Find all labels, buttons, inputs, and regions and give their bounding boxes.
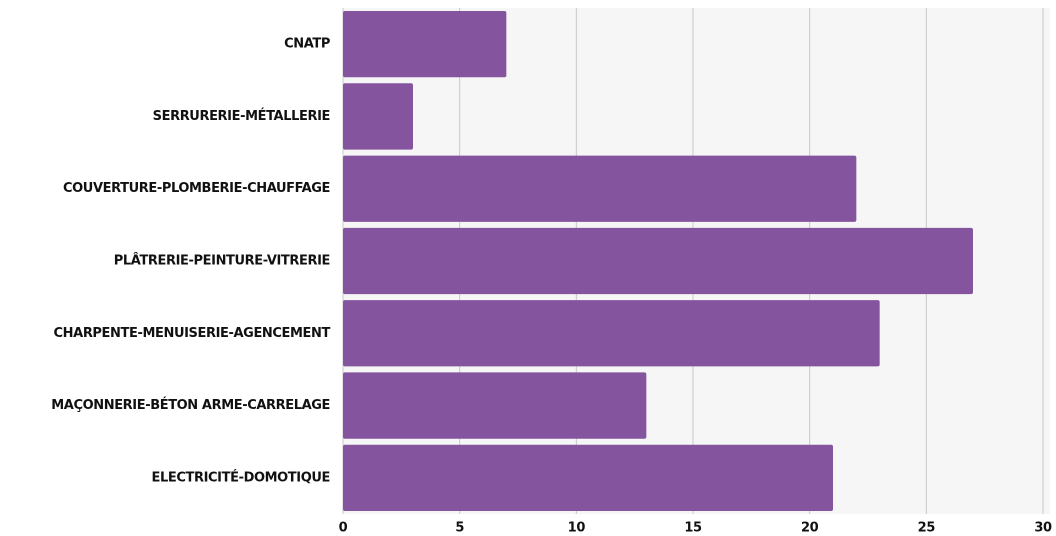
bar bbox=[343, 300, 880, 367]
y-tick-label: SERRURERIE-MÉTALLERIE bbox=[153, 108, 330, 124]
bar bbox=[343, 227, 973, 295]
x-tick-label: 5 bbox=[455, 521, 464, 536]
y-tick-label: CNATP bbox=[284, 37, 330, 52]
bar bbox=[343, 83, 413, 150]
y-tick-label: COUVERTURE-PLOMBERIE-CHAUFFAGE bbox=[63, 181, 330, 196]
bar bbox=[343, 444, 833, 511]
y-tick-label: ELECTRICITÉ-DOMOTIQUE bbox=[152, 469, 330, 485]
x-tick-label: 30 bbox=[1034, 521, 1052, 536]
x-tick-label: 15 bbox=[684, 521, 702, 536]
x-tick-label: 10 bbox=[568, 521, 586, 536]
x-tick-label: 0 bbox=[339, 521, 348, 536]
x-tick-label: 25 bbox=[918, 521, 936, 536]
bar bbox=[343, 372, 647, 439]
y-tick-label: CHARPENTE-MENUISERIE-AGENCEMENT bbox=[54, 326, 331, 341]
bar bbox=[343, 11, 507, 78]
y-tick-label: PLÂTRERIE-PEINTURE-VITRERIE bbox=[114, 253, 330, 269]
bar bbox=[343, 155, 857, 222]
y-tick-label: MAÇONNERIE-BÉTON ARME-CARRELAGE bbox=[51, 397, 330, 413]
x-tick-label: 20 bbox=[801, 521, 819, 536]
